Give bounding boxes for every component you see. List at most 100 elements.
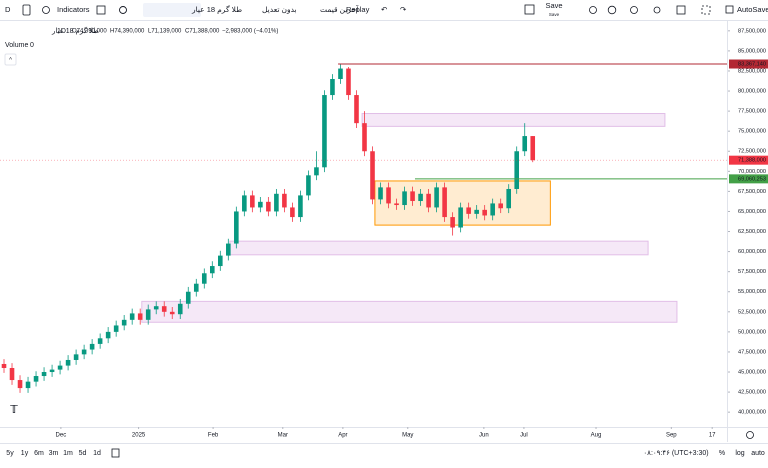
save-button[interactable]: Save xyxy=(545,1,562,10)
x-tick-label: Mar xyxy=(278,433,288,439)
percent-toggle[interactable]: % xyxy=(719,450,725,457)
candle-body xyxy=(81,349,87,355)
range-button[interactable]: 1y xyxy=(21,450,29,457)
alert-icon[interactable] xyxy=(119,6,127,14)
candle-body xyxy=(226,243,231,256)
candle-body xyxy=(290,207,295,218)
x-tick-label: Aug xyxy=(591,433,602,439)
zone xyxy=(141,300,678,323)
level-badge-label: 69,060,253 xyxy=(738,176,766,182)
adjust-button[interactable]: بدون تعدیل xyxy=(262,5,297,14)
y-tick-label: 75,000,000 xyxy=(738,129,766,135)
logo[interactable]: 𝕋 xyxy=(10,404,18,416)
x-tick-label: Apr xyxy=(338,433,347,439)
legend-close: C71,388,000 xyxy=(185,29,220,35)
x-tick-label: Jun xyxy=(479,433,489,439)
indicators-button[interactable]: Indicators xyxy=(57,5,90,14)
candle-body xyxy=(498,203,503,209)
x-tick-label: Jul xyxy=(520,433,528,439)
candle-body xyxy=(274,193,279,212)
y-tick-label: 60,000,000 xyxy=(738,249,766,255)
legend-low: L71,139,000 xyxy=(148,29,182,35)
replay-button[interactable]: Replay xyxy=(346,5,370,14)
y-tick-label: 40,000,000 xyxy=(738,410,766,416)
legend-collapse-icon[interactable]: ^ xyxy=(9,58,12,64)
fullscreen-icon[interactable] xyxy=(701,5,711,15)
candle-body xyxy=(466,207,471,214)
interval-button[interactable]: D xyxy=(5,5,11,14)
candle-body xyxy=(41,372,47,377)
templates-icon[interactable] xyxy=(96,5,106,15)
candle-body xyxy=(282,193,287,208)
y-tick-label: 80,000,000 xyxy=(738,89,766,95)
undo-button[interactable]: ↶ xyxy=(381,5,387,14)
symbol-search[interactable] xyxy=(143,3,201,17)
theme-icon[interactable] xyxy=(630,6,638,14)
candle-body xyxy=(434,187,439,208)
volume-label: Volume xyxy=(5,42,28,49)
indicators-icon[interactable] xyxy=(42,6,50,14)
goto-date-icon[interactable] xyxy=(111,448,120,458)
y-tick-label: 85,000,000 xyxy=(738,48,766,54)
range-button[interactable]: 5d xyxy=(79,450,87,457)
candle-body xyxy=(314,167,319,176)
log-toggle[interactable]: log xyxy=(735,450,744,457)
time-settings-icon[interactable] xyxy=(746,431,754,439)
legend-high: H74,390,000 xyxy=(110,29,145,35)
y-tick-label: 82,500,000 xyxy=(738,68,766,74)
candle-body xyxy=(57,365,63,370)
autosave-label[interactable]: AutoSave xyxy=(737,5,768,14)
y-tick-label: 87,500,000 xyxy=(738,28,766,34)
candle-body xyxy=(169,311,175,315)
candle-body xyxy=(201,273,207,284)
y-tick-label: 42,500,000 xyxy=(738,390,766,396)
candle-body xyxy=(121,319,127,326)
legend-collapse[interactable] xyxy=(4,53,17,66)
y-tick-label: 52,500,000 xyxy=(738,309,766,315)
range-button[interactable]: 1d xyxy=(93,450,101,457)
y-tick-label: 47,500,000 xyxy=(738,349,766,355)
candle-body xyxy=(418,193,423,202)
legend-symbol: طلا گرم 18 عیار xyxy=(51,26,99,35)
auto-toggle[interactable]: auto xyxy=(751,450,765,457)
candle-body xyxy=(362,123,367,152)
quick-search-icon[interactable] xyxy=(589,6,597,14)
share-icon[interactable] xyxy=(653,6,661,14)
x-tick-label: Dec xyxy=(56,433,67,439)
clock: ۰۸:۰۹:۴۶ (UTC+3:30) xyxy=(643,450,708,457)
y-tick-label: 70,000,000 xyxy=(738,169,766,175)
candle-body xyxy=(354,95,359,124)
level-badge xyxy=(729,59,768,69)
candle-body xyxy=(506,188,512,209)
snapshot-icon[interactable] xyxy=(676,5,686,15)
candle-body xyxy=(242,195,247,212)
y-tick-label: 55,000,000 xyxy=(738,289,766,295)
layout-icon[interactable] xyxy=(524,4,535,15)
settings-icon[interactable] xyxy=(607,5,617,15)
candle-body xyxy=(458,207,463,228)
candle-body xyxy=(89,343,95,350)
candle-body xyxy=(386,187,391,204)
candle-body xyxy=(426,193,431,208)
candle-body xyxy=(153,306,159,310)
symbol-name[interactable]: طلا گرم 18 عیار xyxy=(191,5,242,14)
autosave-checkbox[interactable] xyxy=(725,5,734,14)
range-button[interactable]: 1m xyxy=(63,450,73,457)
price-type-button[interactable]: آخرین قیمت xyxy=(320,4,359,14)
compare-icon[interactable] xyxy=(22,4,31,16)
x-tick-label: Sep xyxy=(666,433,677,439)
candle-body xyxy=(177,303,183,315)
range-button[interactable]: 6m xyxy=(34,450,44,457)
candle-body xyxy=(530,136,536,161)
range-button[interactable]: 3m xyxy=(49,450,59,457)
candle-body xyxy=(113,325,119,332)
range-button[interactable]: 5y xyxy=(6,450,14,457)
candle-body xyxy=(394,203,399,206)
candle-body xyxy=(402,191,407,206)
legend-open: O74,390,000 xyxy=(72,29,107,35)
redo-button[interactable]: ↷ xyxy=(400,5,407,14)
candle-body xyxy=(209,266,215,274)
